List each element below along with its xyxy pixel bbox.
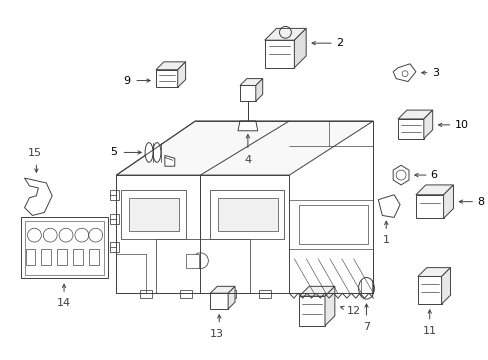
Text: 2: 2: [335, 38, 342, 48]
Polygon shape: [116, 121, 373, 175]
Polygon shape: [255, 78, 262, 101]
Bar: [41, 249, 51, 265]
Polygon shape: [417, 267, 449, 276]
Text: 1: 1: [382, 235, 389, 245]
Polygon shape: [177, 62, 185, 87]
Polygon shape: [156, 239, 249, 293]
Polygon shape: [325, 286, 334, 326]
Polygon shape: [264, 28, 305, 40]
Polygon shape: [423, 110, 432, 139]
Polygon shape: [240, 78, 262, 85]
Bar: [89, 249, 99, 265]
Bar: [109, 215, 119, 224]
Polygon shape: [397, 110, 432, 119]
Polygon shape: [417, 276, 441, 304]
Bar: [109, 242, 119, 252]
Polygon shape: [392, 64, 415, 82]
Polygon shape: [121, 190, 185, 239]
Text: 13: 13: [210, 329, 224, 339]
Polygon shape: [24, 178, 52, 215]
Bar: [73, 249, 82, 265]
Polygon shape: [240, 85, 255, 101]
Polygon shape: [441, 267, 449, 304]
Ellipse shape: [145, 143, 153, 162]
Bar: [185, 254, 199, 267]
Text: 8: 8: [476, 197, 483, 207]
Text: 3: 3: [431, 68, 438, 78]
Polygon shape: [156, 70, 177, 87]
Polygon shape: [289, 121, 373, 293]
Polygon shape: [264, 40, 294, 68]
Polygon shape: [378, 195, 399, 217]
Bar: [179, 290, 191, 298]
Polygon shape: [294, 28, 305, 68]
Bar: [109, 190, 119, 200]
Ellipse shape: [358, 278, 374, 299]
Text: 14: 14: [57, 298, 71, 308]
Polygon shape: [299, 296, 325, 326]
Bar: [140, 290, 152, 298]
Polygon shape: [116, 175, 200, 293]
Text: 15: 15: [27, 148, 41, 158]
Text: 10: 10: [453, 120, 468, 130]
Bar: [224, 290, 236, 298]
Polygon shape: [156, 62, 185, 70]
Polygon shape: [129, 198, 178, 231]
Text: 5: 5: [110, 148, 117, 157]
Text: 11: 11: [422, 326, 436, 336]
Bar: [25, 249, 35, 265]
Polygon shape: [227, 286, 235, 309]
Text: 12: 12: [346, 306, 360, 316]
Polygon shape: [238, 121, 257, 131]
Polygon shape: [299, 286, 334, 296]
Text: 4: 4: [244, 156, 251, 165]
Polygon shape: [210, 286, 235, 293]
Text: 6: 6: [430, 170, 437, 180]
Polygon shape: [392, 165, 408, 185]
Polygon shape: [443, 185, 452, 219]
Text: 9: 9: [123, 76, 130, 86]
Polygon shape: [415, 195, 443, 219]
Ellipse shape: [153, 143, 161, 162]
Text: 7: 7: [362, 322, 369, 332]
Polygon shape: [397, 119, 423, 139]
Polygon shape: [299, 204, 367, 244]
Bar: [57, 249, 67, 265]
Bar: [258, 290, 270, 298]
Polygon shape: [20, 217, 107, 278]
Polygon shape: [210, 190, 284, 239]
Polygon shape: [218, 198, 277, 231]
Polygon shape: [210, 293, 227, 309]
Polygon shape: [415, 185, 452, 195]
Polygon shape: [164, 156, 174, 166]
